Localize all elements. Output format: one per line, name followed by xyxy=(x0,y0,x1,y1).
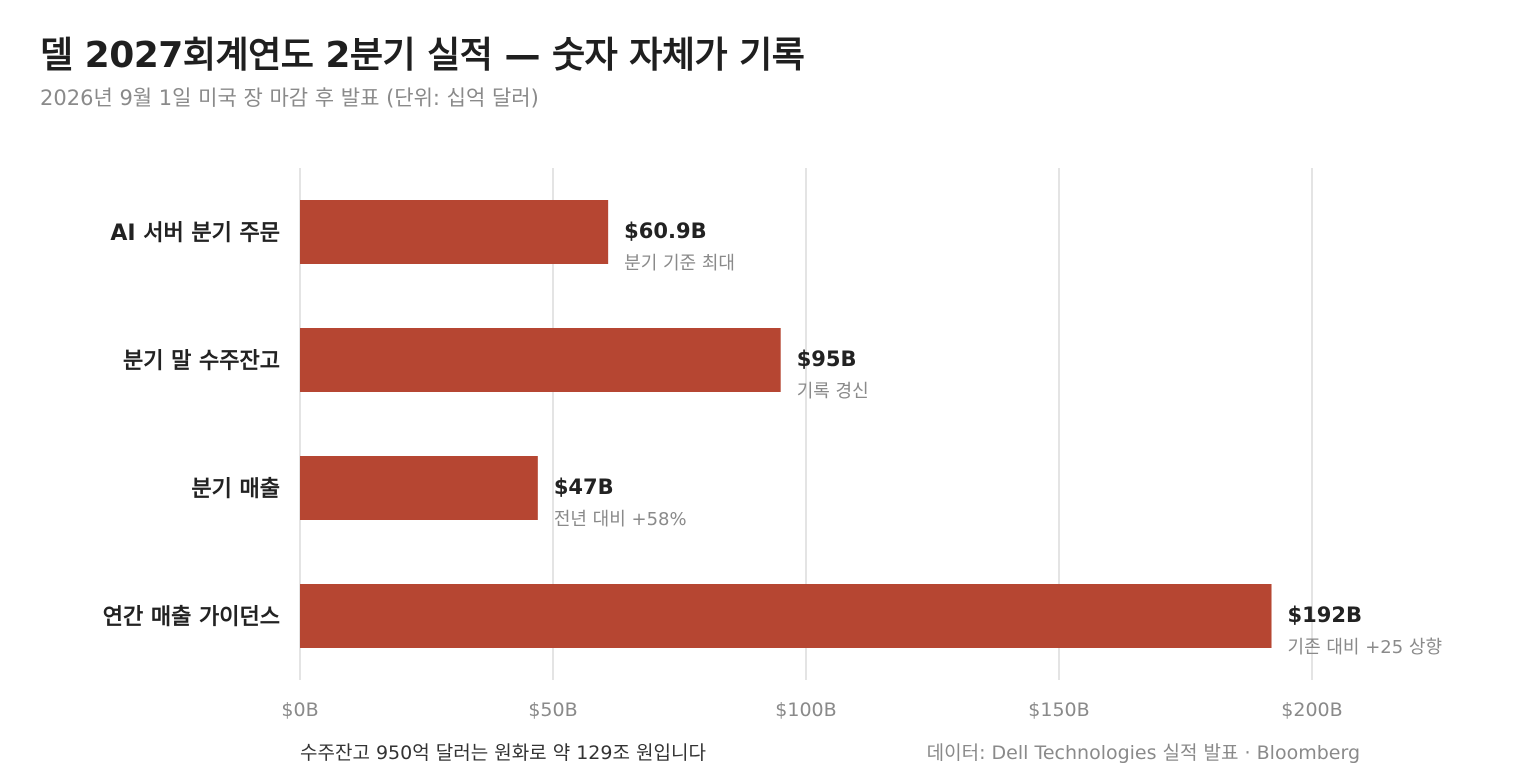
x-tick-label: $0B xyxy=(281,699,318,721)
x-tick-label: $50B xyxy=(528,699,577,721)
value-label: $95B xyxy=(797,347,857,371)
annotation-label: 분기 기준 최대 xyxy=(624,253,735,274)
annotation-label: 기존 대비 +25 상향 xyxy=(1288,637,1443,658)
value-label: $60.9B xyxy=(624,219,706,243)
annotation-label: 기록 경신 xyxy=(797,381,869,402)
value-label: $47B xyxy=(554,475,614,499)
source-note: 데이터: Dell Technologies 실적 발표 · Bloomberg xyxy=(926,742,1360,764)
value-label: $192B xyxy=(1288,603,1362,627)
chart-subtitle: 2026년 9월 1일 미국 장 마감 후 발표 (단위: 십억 달러) xyxy=(40,86,539,110)
category-label: AI 서버 분기 주문 xyxy=(110,221,280,246)
bars xyxy=(300,200,1272,648)
annotation-label: 전년 대비 +58% xyxy=(554,509,687,530)
footnote: 수주잔고 950억 달러는 원화로 약 129조 원입니다 xyxy=(300,742,706,764)
category-label: 분기 말 수주잔고 xyxy=(123,349,280,374)
category-label: 연간 매출 가이던스 xyxy=(103,605,280,630)
bar xyxy=(300,200,609,264)
bar xyxy=(300,584,1272,648)
bar xyxy=(300,456,538,520)
chart-title: 델 2027회계연도 2분기 실적 — 숫자 자체가 기록 xyxy=(40,35,805,76)
x-tick-label: $100B xyxy=(775,699,836,721)
bar xyxy=(300,328,781,392)
x-tick-label: $150B xyxy=(1028,699,1089,721)
category-label: 분기 매출 xyxy=(191,477,280,502)
x-tick-label: $200B xyxy=(1281,699,1342,721)
labels: $0B $50B $100B $150B $200B AI 서버 분기 주문 $60.9B 분… xyxy=(103,219,1442,721)
